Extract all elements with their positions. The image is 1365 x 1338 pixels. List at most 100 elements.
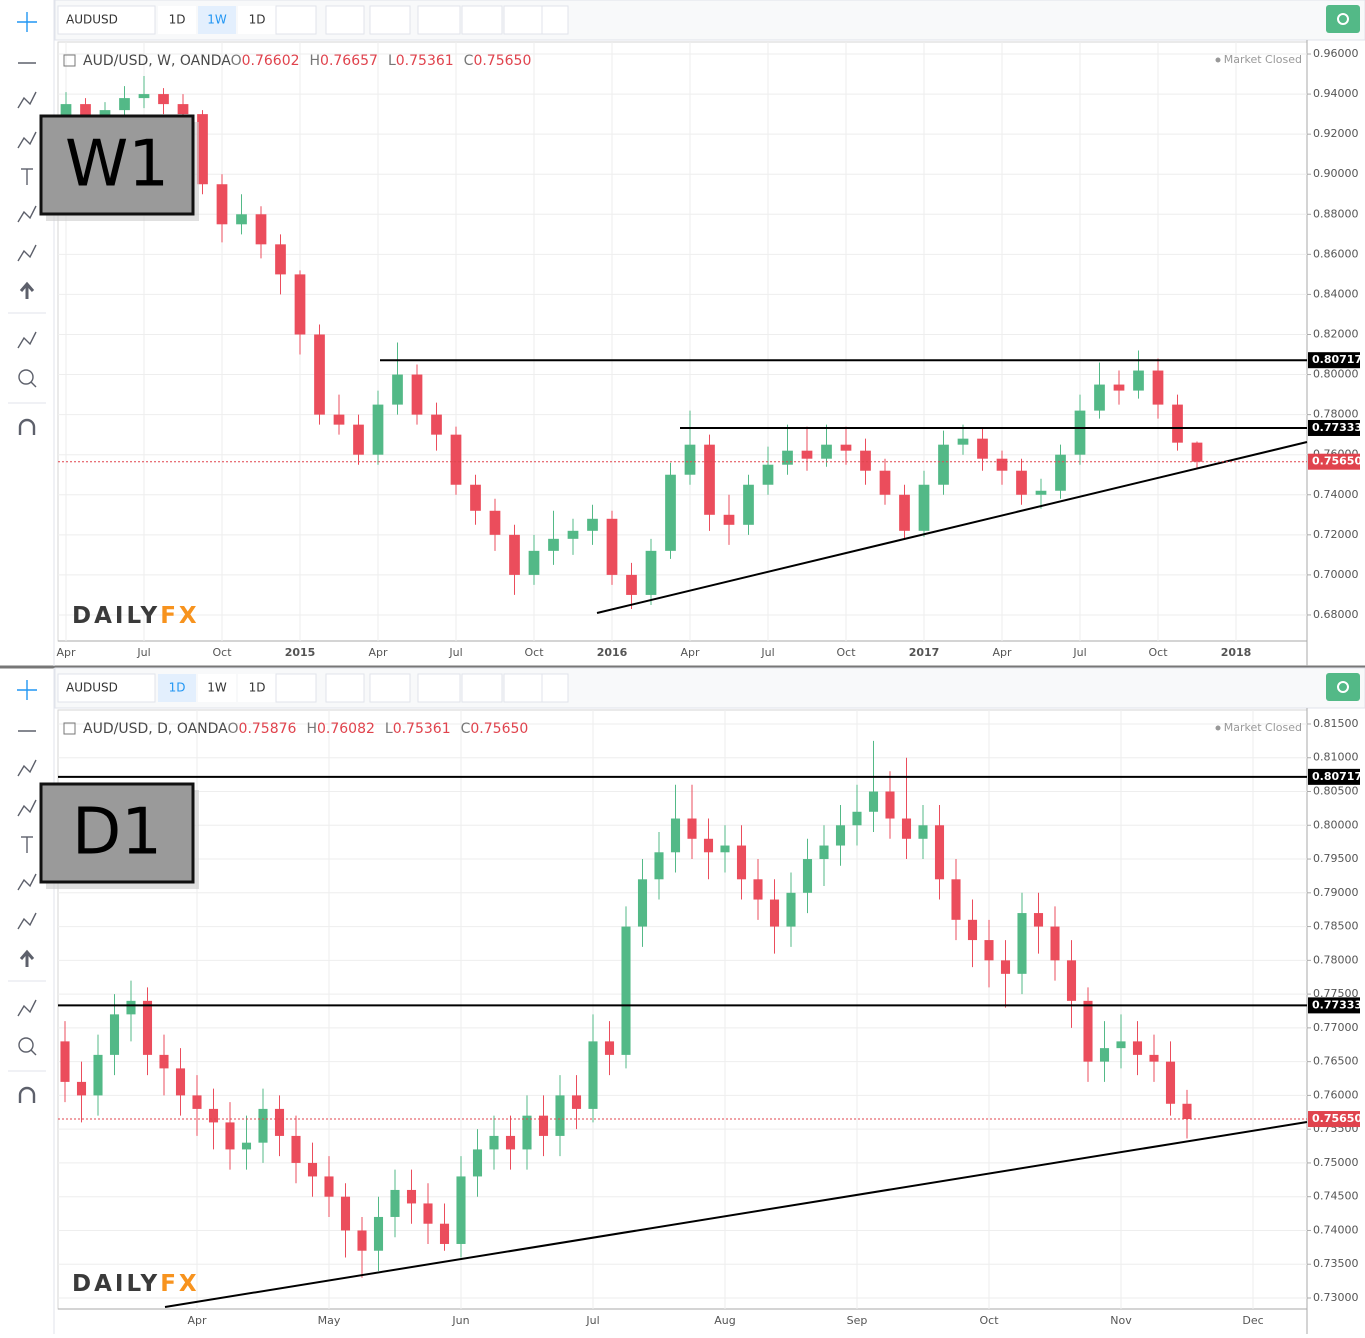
candle-body [1016,470,1027,495]
candle-body [801,450,813,459]
symbol[interactable]: AUDUSD [66,681,118,695]
snapshot-button[interactable] [1326,5,1360,33]
candle-body [470,484,481,511]
tool-icon[interactable] [17,799,37,817]
tool-icon[interactable] [18,1037,37,1056]
ohlc-value: 0.75650 [473,53,531,69]
tool-icon[interactable] [17,873,37,891]
toolbar-button[interactable] [541,5,569,35]
price-label-box [1308,768,1360,785]
candle-body [192,1095,202,1109]
candle-body [236,214,247,225]
toolbar-button[interactable] [417,673,461,703]
candle-body [80,104,91,125]
ohlc-key: C [461,721,471,737]
candle-body [197,114,208,185]
toolbar-button[interactable] [461,5,503,35]
interval-button[interactable] [198,674,236,702]
chart-panel: AUDUSD 1D 1W 1D 0.68000 0.70000 0.72000 0.74000… [8,0,1365,666]
candle-body [274,1108,285,1136]
toolbar-button[interactable] [325,5,365,35]
x-tick-label: Nov [1110,1314,1132,1327]
candle-body [1165,1061,1176,1104]
candle-body [411,374,423,415]
tool-icon[interactable] [18,418,36,435]
candle-body [522,1115,532,1150]
snapshot-button[interactable] [1326,673,1360,701]
x-tick-label: Jul [1072,646,1086,659]
tool-icon[interactable] [17,12,37,32]
collapse-icon[interactable] [63,722,76,735]
tool-icon[interactable] [18,1086,36,1103]
toolbar-button[interactable] [275,5,317,35]
interval-label[interactable]: 1D [249,681,266,695]
tool-icon[interactable] [17,244,37,262]
toolbar-button[interactable] [275,673,317,703]
candle-body [472,1149,483,1177]
price-label: 0.77333 [1312,998,1362,1011]
interval-button[interactable] [158,674,196,702]
interval-label[interactable]: 1D [169,13,186,27]
tool-icon[interactable] [17,331,37,349]
candle-body [1083,1000,1093,1062]
x-tick-label: Oct [1148,646,1168,659]
price-label: 0.77333 [1312,421,1362,434]
collapse-icon[interactable] [63,54,76,67]
candle-body [119,98,130,111]
tool-icon[interactable] [21,168,33,185]
chart-panel: AUDUSD 1D 1W 1D 0.73000 0.73500 0.74000 0.74500… [8,667,1365,1334]
toolbar-button[interactable] [369,5,411,35]
candle-body [687,818,697,839]
interval-button[interactable] [198,6,236,34]
interval-label[interactable]: 1D [169,681,186,695]
tool-icon[interactable] [17,205,37,223]
toolbar-button[interactable] [325,673,365,703]
interval-label[interactable]: 1D [249,13,266,27]
candle-body [538,1115,549,1136]
candle-body [819,845,829,860]
toolbar-button[interactable] [417,5,461,35]
symbol[interactable]: AUDUSD [66,13,118,27]
icon-part [17,999,37,1017]
toolbar-button[interactable] [541,673,569,703]
candle-body [126,1000,136,1015]
toolbar-button[interactable] [369,673,411,703]
tool-icon[interactable] [18,369,37,388]
icon-part [17,205,37,223]
interval-label[interactable]: 1W [207,13,227,27]
candle-body [159,1054,169,1069]
x-tick-label: Jul [760,646,774,659]
candle-body [1033,913,1044,927]
y-tick-label: 0.76000 [1313,1088,1359,1101]
tool-icon[interactable] [17,912,37,930]
tool-icon[interactable] [19,949,35,967]
tool-icon[interactable] [17,759,37,777]
tool-icon[interactable] [17,131,37,149]
interval-label[interactable]: 1W [207,681,227,695]
toolbar-button[interactable] [503,673,545,703]
x-tick-label: Apr [187,1314,207,1327]
tool-icon[interactable] [17,680,37,700]
tool-icon[interactable] [17,91,37,109]
toolbar-button[interactable] [503,5,545,35]
candle-body [1055,454,1066,491]
candle-body [1035,490,1047,495]
tool-icon[interactable] [19,281,35,299]
candle-body [885,791,895,819]
icon-part [18,1037,34,1053]
candle-body [423,1203,433,1224]
tool-icon[interactable] [17,999,37,1017]
interval-button[interactable] [158,6,196,34]
y-tick-label: 0.74000 [1313,488,1359,501]
ohlc-value: 0.76602 [242,53,300,69]
interval-button[interactable] [238,6,276,34]
candle-body [762,464,774,485]
symbol-box[interactable] [57,5,156,35]
interval-button[interactable] [238,674,276,702]
candle-body [175,1068,186,1096]
candle-body [626,574,637,595]
symbol-box[interactable] [57,673,156,703]
tool-icon[interactable] [21,836,33,853]
toolbar-button[interactable] [461,673,503,703]
candle-body [456,1176,466,1244]
